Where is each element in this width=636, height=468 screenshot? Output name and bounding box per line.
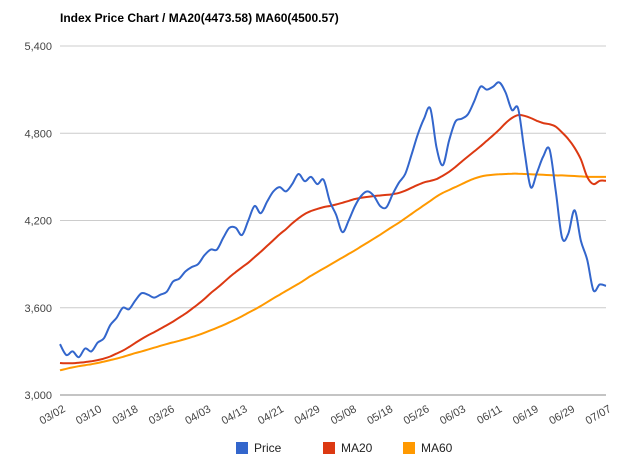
x-tick-label: 05/18	[365, 403, 395, 427]
y-tick-label: 4,200	[24, 216, 52, 228]
x-tick-label: 05/26	[402, 403, 432, 427]
x-tick-label: 03/10	[74, 403, 104, 427]
x-tick-label: 04/13	[220, 403, 250, 427]
x-tick-label: 04/21	[256, 403, 286, 427]
x-tick-label: 03/02	[38, 403, 68, 427]
legend-swatch-price	[236, 442, 248, 454]
x-tick-label: 03/18	[110, 403, 140, 427]
x-tick-label: 06/19	[511, 403, 541, 427]
x-tick-label: 06/03	[438, 403, 468, 427]
legend-label-ma60: MA60	[421, 441, 453, 455]
y-tick-label: 5,400	[24, 41, 52, 53]
y-tick-label: 4,800	[24, 128, 52, 140]
y-tick-label: 3,000	[24, 390, 52, 402]
x-tick-label: 06/11	[475, 403, 504, 427]
x-tick-label: 03/26	[147, 403, 177, 427]
x-tick-label: 07/07	[584, 403, 614, 427]
series-line-price	[59, 81, 607, 359]
legend-label-ma20: MA20	[341, 441, 373, 455]
series-line-ma20	[59, 113, 607, 365]
series-lines	[59, 81, 607, 372]
legend-label-price: Price	[254, 441, 282, 455]
y-axis-ticks: 3,000 3,600 4,200 4,800 5,400	[24, 41, 52, 402]
legend-swatch-ma60	[403, 442, 415, 454]
legend-swatch-ma20	[323, 442, 335, 454]
chart-title: Index Price Chart / MA20(4473.58) MA60(4…	[60, 11, 339, 25]
x-tick-label: 04/29	[292, 403, 322, 427]
x-tick-label: 05/08	[329, 403, 359, 427]
series-line-ma60	[59, 172, 606, 372]
x-tick-label: 04/03	[183, 403, 213, 427]
y-tick-label: 3,600	[24, 303, 52, 315]
gridlines	[60, 45, 606, 396]
x-axis-ticks: 03/02 03/10 03/18 03/26 04/03 04/13 04/21 04/29…	[38, 403, 614, 427]
legend: Price MA20 MA60	[236, 441, 453, 455]
x-tick-label: 06/29	[547, 403, 577, 427]
